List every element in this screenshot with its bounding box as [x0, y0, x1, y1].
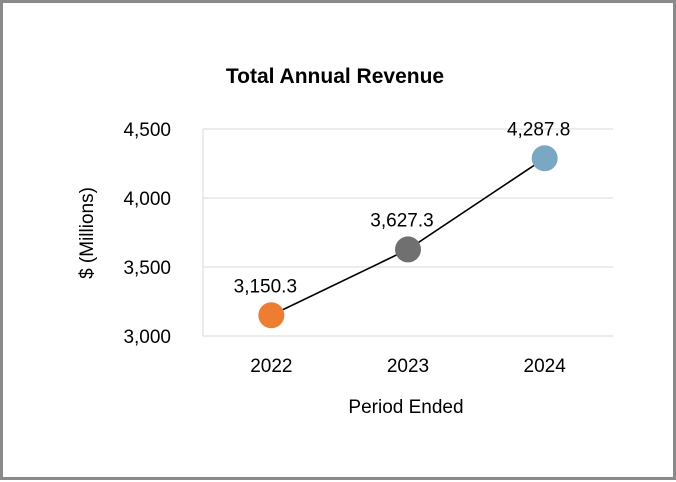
- y-axis-label: $ (Millions): [77, 187, 98, 279]
- data-label-2023: 3,627.3: [370, 210, 433, 231]
- data-markers: [258, 145, 558, 329]
- data-point-2024: [531, 145, 558, 172]
- x-tick-labels: 2022 2023 2024: [250, 356, 566, 377]
- data-label-2024: 4,287.8: [507, 119, 570, 140]
- y-tick-label: 3,000: [123, 327, 171, 348]
- y-tick-label: 4,000: [123, 189, 171, 210]
- data-label-2022: 3,150.3: [234, 276, 297, 297]
- y-tick-label: 3,500: [123, 258, 171, 279]
- x-axis-label: Period Ended: [348, 397, 463, 418]
- y-tick-labels: 3,000 3,500 4,000 4,500: [123, 120, 171, 348]
- x-tick-label: 2022: [250, 356, 292, 377]
- y-tick-label: 4,500: [123, 120, 171, 141]
- x-tick-label: 2024: [524, 356, 567, 377]
- chart-title: Total Annual Revenue: [226, 65, 444, 88]
- data-point-2022: [258, 302, 285, 329]
- gridlines: [203, 128, 613, 268]
- revenue-line-chart: Total Annual Revenue 3,000 3,500 4,000 4,50…: [77, 65, 613, 418]
- data-labels: 3,150.3 3,627.3 4,287.8: [234, 119, 571, 297]
- data-point-2023: [395, 236, 421, 263]
- x-tick-label: 2023: [387, 356, 429, 377]
- axes: [202, 129, 613, 337]
